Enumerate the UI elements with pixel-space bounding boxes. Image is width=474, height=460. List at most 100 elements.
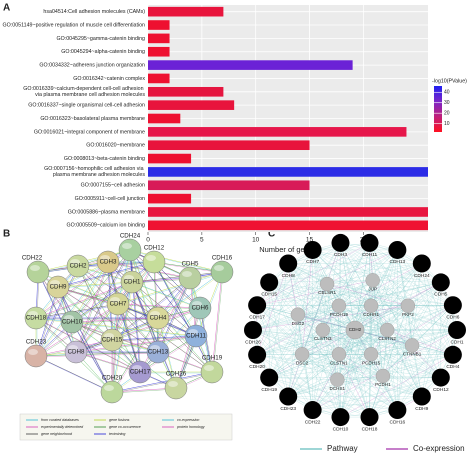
- node-label: CDH23: [280, 406, 296, 412]
- edge: [301, 354, 341, 418]
- bar: [148, 20, 170, 30]
- legend-label: gene co-occurrence: [109, 425, 141, 429]
- edge: [382, 354, 453, 377]
- node-label: CDH23: [26, 339, 47, 346]
- node-label: CDH2: [349, 327, 362, 332]
- legend-label: textmining: [109, 432, 125, 436]
- edge: [71, 261, 155, 323]
- y-tick-label: GO:0005886~plasma membrane: [68, 209, 145, 215]
- edge: [252, 282, 441, 331]
- query-node: [431, 273, 450, 292]
- edge: [140, 308, 202, 374]
- query-node: [448, 321, 466, 339]
- query-node: [388, 401, 407, 420]
- node-shine: [28, 311, 38, 317]
- node-shine: [110, 297, 120, 303]
- node-label: CDH13: [148, 349, 169, 356]
- edge: [322, 329, 338, 380]
- query-node: [331, 408, 350, 427]
- node-label: CDH22: [305, 419, 321, 425]
- node: [178, 266, 202, 290]
- edge: [397, 263, 422, 411]
- edge: [301, 242, 341, 355]
- gene-node: [380, 322, 395, 338]
- edge: [257, 283, 328, 306]
- edge: [288, 354, 372, 397]
- edge: [322, 305, 408, 331]
- edge: [257, 305, 398, 411]
- edge: [252, 283, 328, 331]
- node-label: CDH24: [414, 273, 430, 279]
- edge: [77, 265, 113, 341]
- edge: [337, 305, 409, 380]
- query-node: [443, 296, 462, 315]
- gene-node: [363, 347, 379, 362]
- edge: [288, 242, 370, 264]
- y-tick-label: GO:0005911~cell-cell junction: [75, 196, 145, 202]
- edge: [76, 336, 198, 354]
- edge: [407, 305, 453, 355]
- node: [210, 260, 234, 284]
- edge: [153, 261, 213, 373]
- node-shine: [104, 385, 114, 391]
- edge: [36, 282, 134, 320]
- edge: [370, 305, 384, 377]
- node-label: CLSTN1: [330, 360, 348, 365]
- node-shine: [28, 349, 38, 355]
- edge: [312, 249, 441, 378]
- edge: [288, 263, 340, 306]
- edge: [338, 305, 388, 331]
- node-label: CDH17: [130, 369, 151, 376]
- edge: [72, 262, 156, 324]
- edge: [269, 329, 356, 378]
- edge: [257, 329, 323, 355]
- edge: [269, 354, 339, 378]
- y-tick-label: GO:0016323~basolateral plasma membrane: [40, 116, 145, 122]
- node-label: CLSTN3: [314, 336, 332, 341]
- edge: [370, 282, 441, 355]
- edge: [338, 305, 453, 355]
- edge: [407, 305, 441, 378]
- edge: [36, 352, 160, 358]
- edge: [312, 305, 409, 411]
- edge: [312, 249, 323, 331]
- bar: [148, 193, 192, 204]
- y-tick-label: GO:0051149~positive regulation of muscle…: [3, 22, 146, 28]
- colorbar-tick-label: 30: [444, 100, 450, 106]
- edge: [252, 242, 341, 331]
- node-shine: [146, 255, 156, 261]
- edge: [157, 271, 223, 319]
- bar: [148, 207, 428, 217]
- edge: [257, 305, 339, 355]
- edge: [269, 283, 328, 378]
- legend-label: Co-expression: [413, 444, 465, 453]
- edge: [211, 271, 223, 373]
- legend-label: protein homology: [176, 425, 205, 429]
- gene-node: [331, 347, 347, 362]
- gene-node: [400, 298, 416, 313]
- bar: [148, 33, 170, 44]
- edge: [288, 314, 299, 397]
- colorbar-tick-label: 20: [444, 111, 450, 117]
- edge: [71, 281, 133, 323]
- edge: [312, 249, 453, 355]
- edge: [72, 318, 160, 324]
- edge: [36, 356, 114, 394]
- edge: [117, 303, 213, 373]
- node-label: CDH2: [70, 263, 87, 270]
- query-node: [360, 233, 379, 252]
- edge: [369, 242, 388, 331]
- node-label: CDH10: [333, 426, 349, 432]
- bar: [148, 167, 428, 177]
- bar: [148, 127, 407, 137]
- edge: [269, 282, 323, 331]
- node-shine: [214, 265, 224, 271]
- edge: [257, 305, 338, 380]
- gene-node: [345, 320, 365, 340]
- node-shine: [70, 259, 80, 265]
- query-node: [248, 345, 267, 364]
- node-label: PCDH15: [362, 360, 381, 365]
- edge: [78, 266, 114, 342]
- edge: [158, 318, 214, 374]
